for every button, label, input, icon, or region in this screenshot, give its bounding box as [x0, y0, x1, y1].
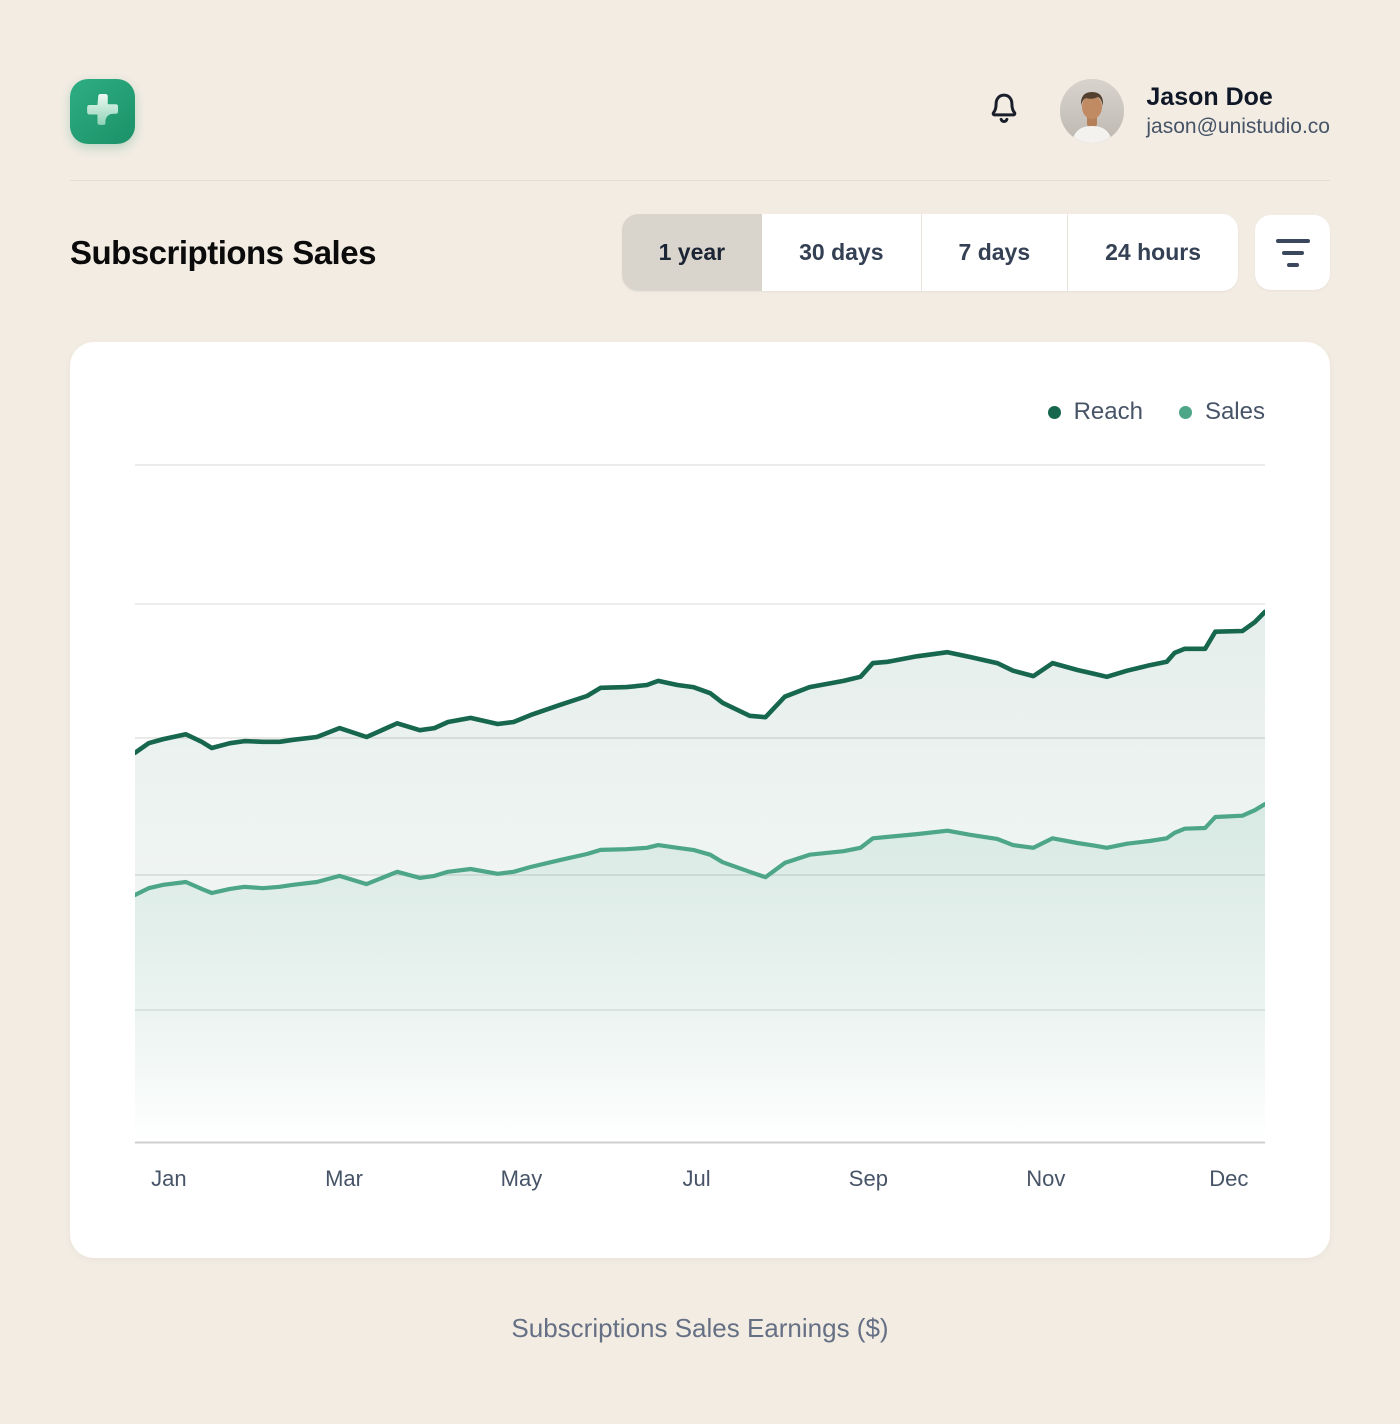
sales-area: [135, 804, 1265, 1144]
x-axis-labels: Jan Mar May Jul Sep Nov Dec: [135, 1166, 1265, 1196]
user-name: Jason Doe: [1146, 82, 1273, 111]
chart-card: Reach Sales: [70, 342, 1330, 1258]
legend-dot-sales: [1178, 405, 1192, 419]
reach-line: [135, 609, 1265, 756]
time-range-tabs: 1 year 30 days 7 days 24 hours: [621, 214, 1238, 291]
x-tick-mar: Mar: [325, 1166, 363, 1191]
legend-item-reach[interactable]: Reach: [1047, 398, 1143, 426]
legend-dot-reach: [1047, 405, 1061, 419]
user-block: Jason Doe jason@unistudio.co: [1146, 83, 1330, 140]
header-divider: [70, 180, 1330, 181]
x-tick-nov: Nov: [1026, 1166, 1066, 1191]
tab-30-days[interactable]: 30 days: [799, 239, 884, 265]
page-title: Subscriptions Sales: [70, 233, 376, 271]
sales-line: [135, 802, 1265, 898]
tab-24-hours[interactable]: 24 hours: [1067, 214, 1238, 291]
x-tick-sep: Sep: [848, 1166, 888, 1191]
bell-icon: [985, 90, 1023, 133]
header-right: Jason Doe jason@unistudio.co: [984, 79, 1330, 143]
x-tick-jul: Jul: [682, 1166, 711, 1191]
tab-1-year[interactable]: 1 year: [621, 214, 763, 291]
app-header: Jason Doe jason@unistudio.co: [70, 78, 1330, 144]
chart-plot-area: [135, 460, 1265, 1144]
app-logo[interactable]: [70, 78, 135, 144]
filter-button[interactable]: [1255, 215, 1330, 290]
toolbar: Subscriptions Sales 1 year 30 days 7 days 2…: [70, 214, 1330, 291]
x-tick-jan: Jan: [151, 1166, 187, 1191]
chart-caption: Subscriptions Sales Earnings ($): [511, 1313, 889, 1343]
x-tick-dec: Dec: [1209, 1166, 1249, 1191]
x-tick-may: May: [500, 1166, 543, 1191]
legend-label: Reach: [1073, 398, 1143, 425]
plus-cross-icon: [84, 90, 122, 133]
legend-item-sales[interactable]: Sales: [1178, 398, 1265, 426]
tab-7-days[interactable]: 7 days: [920, 214, 1068, 291]
chart-legend: Reach Sales: [1047, 398, 1265, 426]
avatar[interactable]: [1060, 79, 1125, 143]
legend-label: Sales: [1204, 398, 1265, 425]
notification-bell-button[interactable]: [984, 91, 1024, 131]
user-email: jason@unistudio.co: [1146, 115, 1330, 139]
